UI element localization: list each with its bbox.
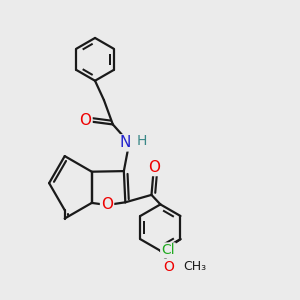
Text: O: O bbox=[163, 260, 174, 274]
Text: O: O bbox=[148, 160, 160, 175]
Text: O: O bbox=[80, 113, 92, 128]
Text: N: N bbox=[120, 135, 131, 150]
Text: CH₃: CH₃ bbox=[184, 260, 207, 273]
Text: O: O bbox=[101, 197, 113, 212]
Text: Cl: Cl bbox=[161, 244, 175, 257]
Text: H: H bbox=[136, 134, 147, 148]
